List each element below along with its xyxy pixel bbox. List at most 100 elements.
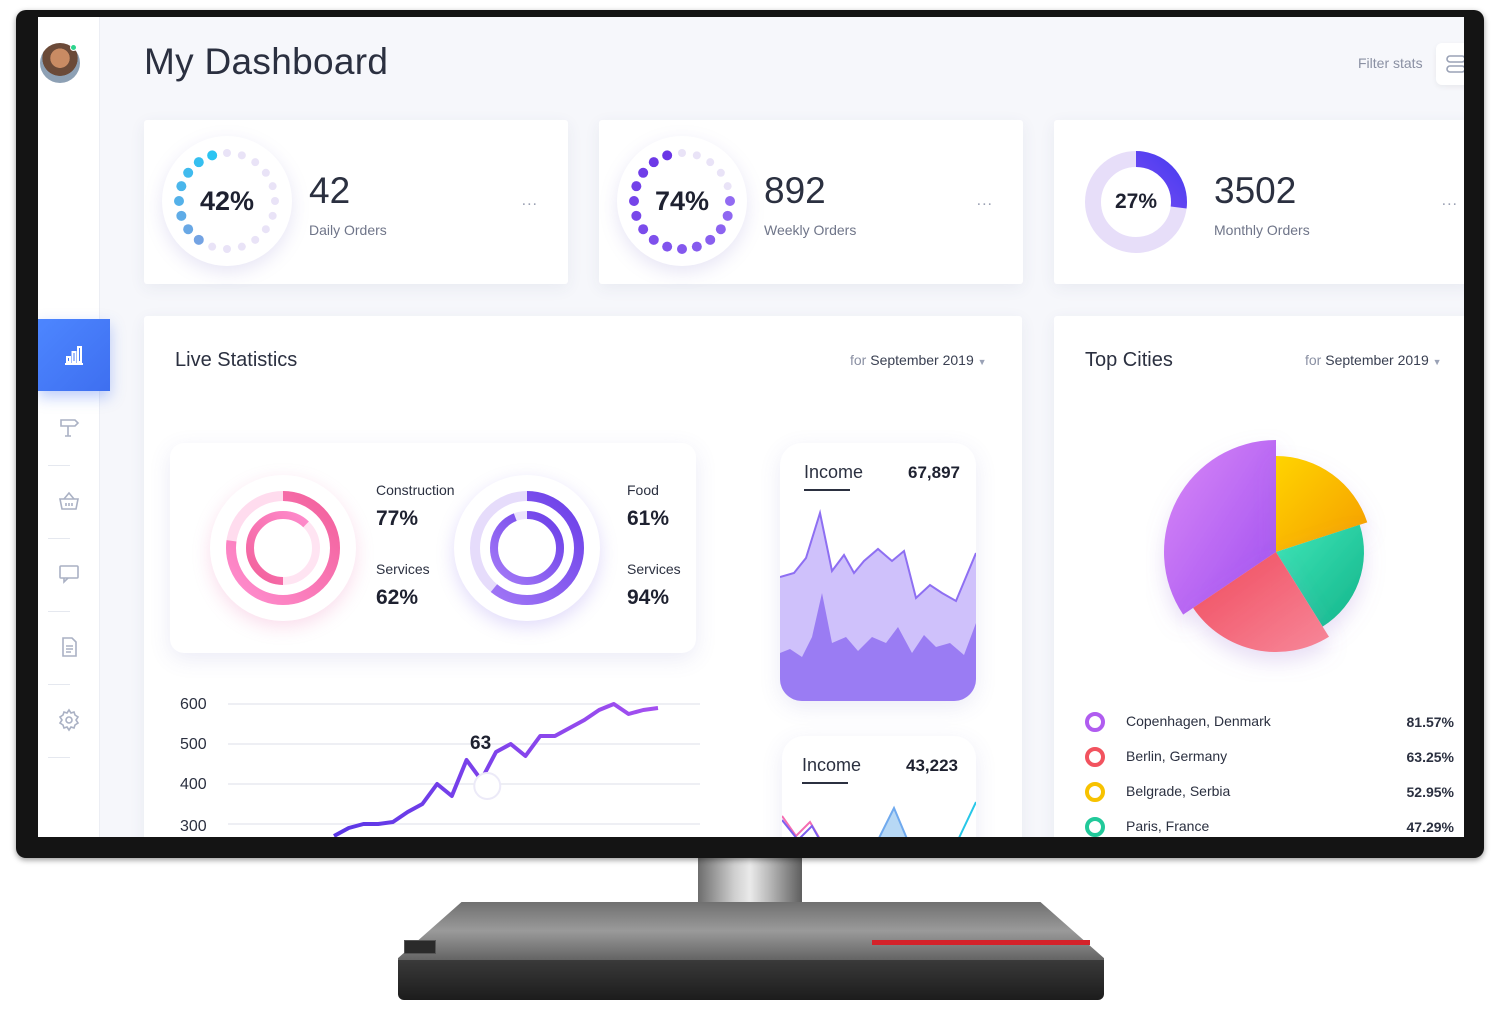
sidebar-item-messages[interactable] [38, 538, 100, 610]
donut-label: Services [627, 561, 681, 577]
basket-icon [59, 491, 79, 510]
progress-ring: 42% [162, 136, 292, 266]
ring-dot [723, 182, 732, 191]
dotted-progress-ring [629, 149, 735, 254]
ring-dot [638, 224, 649, 235]
ring-dot [631, 181, 642, 192]
period-filter-value: September 2019 [870, 352, 974, 368]
section-title: Top Cities [1085, 349, 1173, 371]
period-filter[interactable]: for September 2019 ▼ [1305, 352, 1442, 368]
live-line-chart [228, 702, 700, 837]
city-name: Copenhagen, Denmark [1126, 713, 1271, 729]
city-name: Berlin, Germany [1126, 748, 1228, 764]
city-percent: 63.25% [1406, 749, 1454, 765]
ring-percent: 27% [1114, 190, 1158, 213]
donut-value: 61% [627, 507, 670, 530]
ring-dot [629, 196, 639, 206]
donut-value: 77% [376, 507, 419, 530]
legend-marker [1085, 782, 1105, 802]
dashboard-screen: My Dashboard Filter stats 42% 42 Daily O… [38, 17, 1464, 837]
sidebar-divider [48, 465, 70, 466]
sidebar-item-shop[interactable] [38, 465, 100, 537]
income-line-chart [782, 801, 976, 837]
filter-button[interactable] [1436, 43, 1464, 85]
donut-value: 94% [627, 586, 670, 609]
gear-icon [58, 708, 80, 732]
ring-dot [237, 242, 246, 251]
peak-value-label: 63 [470, 733, 492, 754]
list-item: Berlin, Germany 63.25% [1084, 745, 1454, 769]
income-title: Income [802, 755, 862, 775]
ring-dot [237, 151, 246, 160]
pie-slice-berlin [1193, 552, 1329, 652]
pie-slice-copenhagen [1164, 440, 1276, 615]
donut-chart [454, 475, 600, 621]
city-percent: 47.29% [1406, 819, 1454, 835]
ring-dot [251, 158, 260, 167]
online-status-dot [70, 44, 77, 51]
bar-chart-icon [65, 346, 83, 365]
page-title: My Dashboard [144, 41, 389, 82]
pie-slice-belgrade [1276, 456, 1368, 552]
y-tick-label: 300 [180, 818, 207, 835]
live-statistics-panel: Live Statistics for September 2019 ▼ Con… [144, 316, 1022, 837]
donut-progress-ring [1085, 151, 1187, 253]
stat-value: 3502 [1214, 170, 1297, 211]
more-options-button[interactable]: ... [976, 192, 993, 209]
stat-label: Weekly Orders [764, 222, 857, 238]
signpost-icon [60, 419, 80, 437]
sidebar-divider [48, 757, 70, 758]
period-filter[interactable]: for September 2019 ▼ [850, 352, 987, 368]
ring-dot [261, 225, 270, 234]
donut-label: Construction [376, 482, 455, 498]
ring-dot [223, 245, 231, 253]
base-accent-stripe [872, 940, 1090, 945]
ring-dot [662, 150, 673, 161]
more-options-button[interactable]: ... [521, 192, 538, 209]
ring-dot [725, 196, 735, 206]
ring-dot [176, 181, 187, 192]
y-tick-label: 400 [180, 776, 207, 793]
ring-dot [268, 211, 277, 220]
cities-pie-chart [1164, 440, 1368, 652]
donut-value: 62% [376, 586, 419, 609]
ring-dot [193, 157, 204, 168]
ring-percent: 42% [199, 185, 255, 216]
ring-percent: 74% [654, 185, 710, 216]
ring-dot [174, 196, 184, 206]
sidebar-item-directions[interactable] [38, 391, 100, 463]
ring-dot [677, 244, 687, 254]
city-name: Paris, France [1126, 818, 1210, 834]
progress-ring: 27% [1082, 148, 1190, 256]
highlight-point [473, 772, 502, 800]
ring-dot [208, 242, 217, 251]
income-value: 43,223 [906, 756, 958, 775]
toggle-icon [1446, 55, 1464, 73]
legend-marker [1085, 817, 1105, 837]
sidebar-item-statistics[interactable] [38, 319, 110, 391]
more-options-button[interactable]: ... [1441, 192, 1458, 209]
ring-dot [638, 167, 649, 178]
stat-card-weekly: 74% 892 Weekly Orders ... [599, 120, 1023, 284]
ring-dot [271, 197, 279, 205]
ring-dot [722, 210, 733, 221]
ring-dot [716, 168, 725, 177]
caret-down-icon: ▼ [977, 357, 987, 367]
ring-dot [705, 234, 716, 245]
stat-value: 42 [309, 170, 351, 211]
city-name: Belgrade, Serbia [1126, 783, 1231, 799]
sidebar [38, 17, 110, 837]
series-line [333, 702, 659, 837]
ring-dot [223, 149, 231, 157]
ring-dot [268, 182, 277, 191]
donut-label: Services [376, 561, 430, 577]
ring-dot [648, 157, 659, 168]
city-percent: 52.95% [1406, 784, 1454, 800]
period-filter-value: September 2019 [1325, 352, 1429, 368]
purple-donut [470, 491, 584, 605]
sidebar-item-settings[interactable] [38, 684, 100, 756]
sidebar-item-documents[interactable] [38, 611, 100, 683]
filter-stats-label[interactable]: Filter stats [1358, 55, 1423, 71]
income-area-chart [780, 509, 976, 701]
